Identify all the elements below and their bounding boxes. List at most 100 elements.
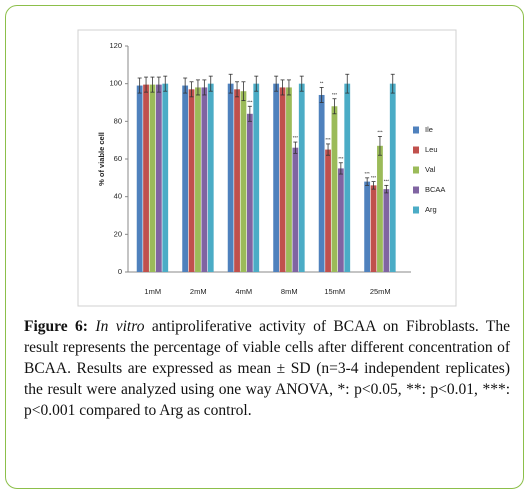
y-tick-label: 20 (114, 229, 122, 238)
error-bar (208, 75, 213, 92)
bar (370, 185, 377, 272)
error-bar (299, 75, 304, 92)
legend-label: Arg (425, 205, 437, 214)
caption-italic: In vitro (95, 318, 145, 335)
bar (227, 83, 234, 273)
error-bar (326, 143, 331, 156)
legend-label: Val (425, 165, 436, 174)
bar (286, 87, 292, 272)
error-bar (365, 177, 370, 186)
y-axis-label: % of viable cell (97, 132, 106, 186)
bar (298, 83, 305, 273)
error-bar (254, 75, 259, 92)
legend-swatch (413, 166, 419, 174)
bar (240, 91, 247, 272)
bar (383, 189, 390, 272)
bar (273, 83, 280, 273)
y-tick-label: 0 (118, 267, 122, 276)
bar (377, 145, 383, 272)
x-tick-label: 8mM (281, 287, 298, 296)
error-bar (163, 75, 168, 92)
bar (136, 85, 143, 272)
bar (337, 168, 344, 272)
legend-label: Leu (425, 145, 438, 154)
error-bar (319, 87, 324, 103)
significance-label: *** (377, 130, 383, 135)
x-tick-label: 25mM (370, 287, 391, 296)
error-bar (144, 76, 149, 93)
error-bar (189, 81, 194, 98)
error-bar (183, 77, 188, 94)
significance-label: *** (338, 156, 344, 161)
bar (292, 147, 299, 272)
error-bar (384, 184, 389, 194)
legend-label: BCAA (425, 185, 445, 194)
error-bar (332, 98, 337, 115)
caption: Figure 6: In vitro antiproliferative act… (24, 316, 510, 421)
y-tick-label: 100 (109, 79, 122, 88)
significance-label: *** (371, 175, 377, 180)
error-bar (228, 73, 233, 94)
chart-area (77, 29, 457, 307)
bar (234, 89, 240, 272)
bar (389, 83, 396, 273)
significance-label: *** (247, 99, 253, 104)
error-bar (345, 73, 350, 94)
error-bar (371, 181, 376, 190)
bar (143, 84, 149, 272)
bar (253, 83, 260, 273)
significance-label: *** (325, 137, 331, 142)
error-bar (286, 79, 291, 96)
legend-swatch (413, 126, 419, 134)
bar (188, 89, 195, 272)
error-bar (390, 73, 395, 94)
error-bar (274, 75, 279, 92)
caption-label: Figure 6: (24, 318, 88, 335)
significance-label: *** (293, 135, 299, 140)
significance-label: ** (320, 81, 324, 86)
bar (155, 84, 162, 272)
error-bar (202, 79, 207, 96)
bar (331, 106, 338, 273)
bar (182, 85, 189, 272)
error-bar (235, 81, 240, 98)
bar (364, 181, 371, 272)
error-bar (293, 141, 298, 154)
bar (207, 83, 214, 273)
bar (318, 94, 325, 272)
x-tick-label: 4mM (235, 287, 252, 296)
error-bar (280, 79, 285, 96)
bar (162, 83, 169, 273)
legend-label: Ile (425, 125, 433, 134)
significance-label: *** (384, 179, 390, 184)
x-tick-label: 1mM (144, 287, 161, 296)
error-bar (150, 76, 155, 93)
y-tick-label: 60 (114, 154, 122, 163)
significance-label: *** (365, 171, 371, 176)
bar (344, 83, 351, 273)
error-bar (137, 77, 142, 94)
legend-swatch (413, 206, 419, 214)
bar (279, 87, 286, 272)
legend-swatch (413, 186, 419, 194)
chart: % of viable cell 0 20 40 60 80 100 120 1mM 2mM 4m… (77, 29, 457, 307)
bar (195, 87, 201, 272)
error-bar (195, 79, 200, 96)
bar (325, 149, 331, 272)
y-tick-label: 40 (114, 192, 122, 201)
y-tick-label: 120 (109, 41, 122, 50)
legend-swatch (413, 146, 419, 154)
y-tick-label: 80 (114, 116, 122, 125)
error-bar (241, 81, 246, 102)
figure-frame (5, 5, 524, 489)
significance-label: *** (332, 92, 338, 97)
error-bar (377, 135, 382, 156)
error-bar (247, 105, 252, 122)
bar (149, 84, 156, 272)
bar (246, 113, 253, 272)
caption-text: antiproliferative activity of BCAA on Fi… (24, 318, 510, 419)
x-tick-label: 2mM (190, 287, 207, 296)
error-bar (156, 76, 161, 93)
x-tick-label: 15mM (324, 287, 345, 296)
